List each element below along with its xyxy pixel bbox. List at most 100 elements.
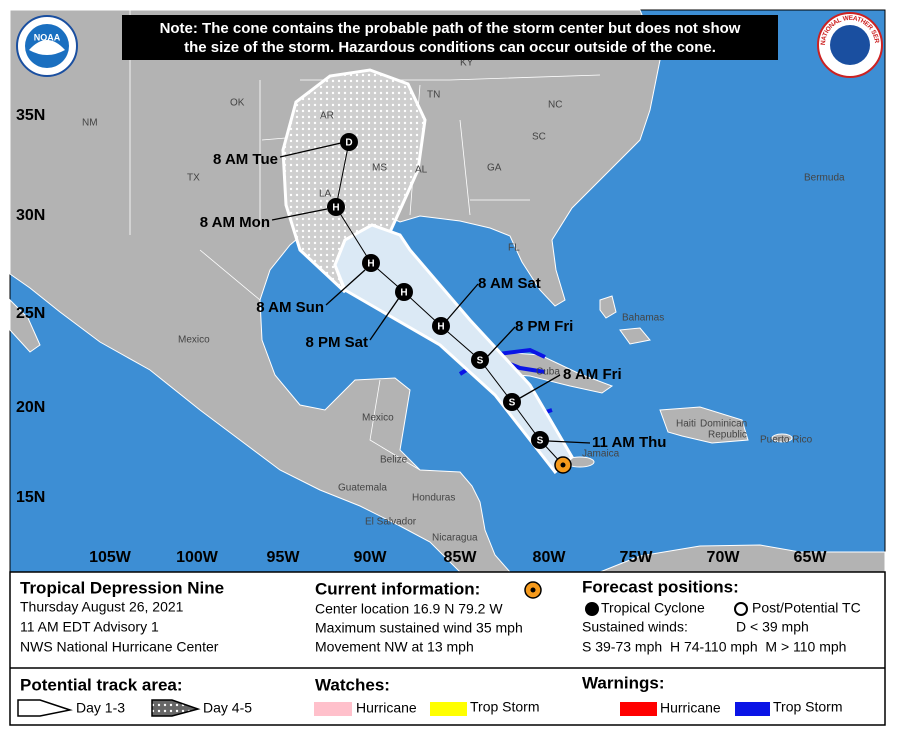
tc-icon [585,602,599,616]
lon-label: 95W [267,549,301,566]
watch-hurricane-swatch [314,702,352,716]
hispaniola [659,406,749,444]
point-symbol: S [509,398,516,409]
current-line: Maximum sustained wind 35 mph [315,620,523,636]
note-box [122,15,778,60]
lon-label: 75W [620,549,654,566]
point-symbol: H [332,203,339,214]
leader-lines [271,142,591,444]
forecast-label: 8 PM Sat [305,334,368,351]
lat-label: 25N [16,305,45,322]
warnings-title: Warnings: [582,673,664,692]
legend-text: S 39-73 mph H 74-110 mph M > 110 mph [582,639,846,655]
place-label: Puerto Rico [760,435,813,446]
place-label: Bahamas [622,313,664,324]
forecast-label: 8 PM Fri [515,318,573,335]
map-area: S S S H H H H D 11 AM Thu 8 AM Fri 8 PM … [0,0,886,573]
place-label: NC [548,100,562,111]
place-label: Dominican [700,419,747,430]
bahamas [619,327,651,345]
place-label: Nicaragua [432,533,478,544]
warn-storm-swatch [735,702,770,716]
forecast-label: 8 AM Sat [478,275,541,292]
day13-icon [17,699,73,717]
forecast-label: 8 AM Tue [213,151,278,168]
south-america [599,544,886,573]
bahamas [599,295,617,319]
legend-text: D < 39 mph [736,619,809,635]
current-title: Current information: [315,579,480,598]
legend-text: Day 1-3 [76,700,125,716]
warn-hurricane-swatch [620,702,657,716]
legend-text: Trop Storm [470,699,540,715]
place-label: Mexico [178,335,210,346]
place-label: KY [460,58,474,69]
lat-label: 15N [16,489,45,506]
note-line: Note: The cone contains the probable pat… [160,20,741,37]
place-label: TX [187,173,200,184]
lat-label: 20N [16,399,45,416]
baja [9,298,41,353]
post-tc-icon [734,602,748,616]
north-america [9,9,661,573]
place-label: Mexico [362,413,394,424]
place-label: FL [508,243,520,254]
lon-label: 105W [89,549,132,566]
day45-icon [151,699,201,717]
place-label: SC [532,132,546,143]
point-symbol: H [367,259,374,270]
legend-text: Hurricane [660,700,721,716]
legend-text: Post/Potential TC [752,600,861,616]
place-label: NM [82,118,98,129]
lon-label: 80W [533,549,567,566]
place-label: Honduras [412,493,455,504]
current-line: Center location 16.9 N 79.2 W [315,601,503,617]
place-label: AL [415,165,428,176]
point-symbol: S [477,356,484,367]
legend-text: Hurricane [356,700,417,716]
place-label: Belize [380,455,408,466]
info-panel: Tropical Depression Nine Thursday August… [9,571,886,726]
place-label: AR [320,111,334,122]
note-line: the size of the storm. Hazardous conditi… [184,39,716,56]
place-label: Republic [708,430,747,441]
place-label: OK [230,98,245,109]
current-icon-dot [530,587,536,593]
puerto-rico [771,433,793,443]
lat-label: 35N [16,107,45,124]
info-line: Thursday August 26, 2021 [20,599,184,615]
lon-label: 70W [707,549,741,566]
info-line: NWS National Hurricane Center [20,639,219,655]
current-position-dot [560,462,566,468]
place-label: Haiti [676,419,696,430]
place-label: MS [372,163,387,174]
legend-text: Trop Storm [773,699,843,715]
point-symbol: H [437,322,444,333]
lat-label: 30N [16,207,45,224]
lon-label: 90W [354,549,388,566]
place-label: GA [487,163,502,174]
point-symbol: H [400,288,407,299]
storm-title: Tropical Depression Nine [20,578,224,597]
forecast-title: Forecast positions: [582,577,739,596]
point-symbol: D [345,138,352,149]
current-line: Movement NW at 13 mph [315,639,474,655]
place-label: El Salvador [365,517,417,528]
logo-text: NOAA [34,32,61,42]
legend-text: Tropical Cyclone [601,600,705,616]
lon-label: 100W [176,549,219,566]
forecast-label: 8 AM Sun [256,299,324,316]
place-label: Cuba [536,367,560,378]
place-label: Bermuda [804,173,845,184]
place-label: TN [427,90,440,101]
track-title: Potential track area: [20,675,183,694]
forecast-label: 8 AM Mon [200,214,270,231]
lon-label: 65W [794,549,828,566]
noaa-logo: NOAA [16,15,78,77]
forecast-label: 8 AM Fri [563,366,622,383]
forecast-markers: S S S H H H H D [327,133,549,449]
lon-label: 85W [444,549,478,566]
watch-storm-swatch [430,702,467,716]
legend-text: Day 4-5 [203,700,252,716]
place-label: LA [319,189,332,200]
